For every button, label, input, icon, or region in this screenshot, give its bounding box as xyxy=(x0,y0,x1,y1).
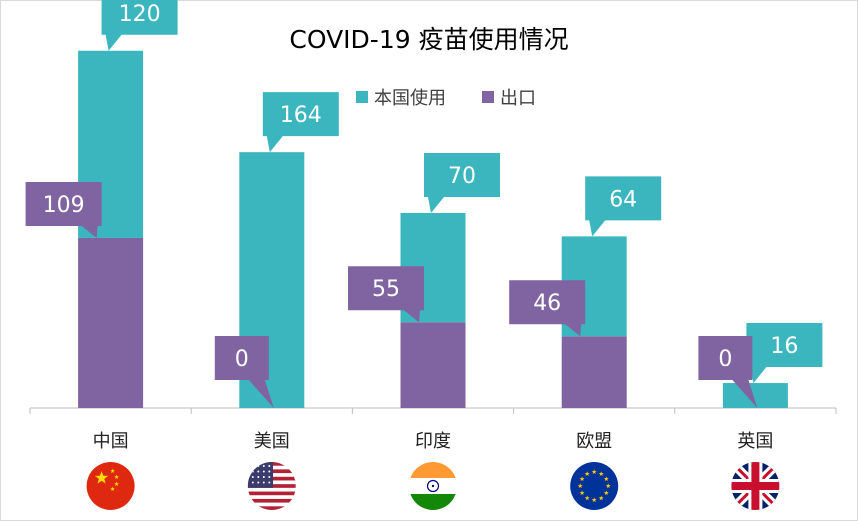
star-icon xyxy=(579,476,585,482)
data-label-domestic-box xyxy=(262,92,339,153)
star-icon xyxy=(591,469,597,475)
data-label-export-text: 55 xyxy=(372,277,400,302)
legend-swatch-domestic xyxy=(356,91,368,103)
star-icon xyxy=(598,495,604,501)
data-label-export-box xyxy=(698,336,758,408)
eu-flag-icon xyxy=(570,462,619,510)
data-label-domestic-text: 120 xyxy=(119,2,161,27)
data-label-domestic: 164 xyxy=(262,92,339,153)
star-icon xyxy=(603,476,609,482)
star-icon xyxy=(579,490,585,496)
data-label-domestic: 64 xyxy=(585,176,662,237)
chart-title: COVID-19 疫苗使用情况 xyxy=(289,25,569,54)
china-flag-icon xyxy=(86,462,135,510)
data-label-export-box xyxy=(348,266,424,323)
star-icon xyxy=(110,468,115,474)
star-icon xyxy=(577,483,583,489)
x-tick-label: 中国 xyxy=(93,431,129,452)
bar-export xyxy=(561,336,627,408)
star-icon xyxy=(591,497,597,503)
star-icon xyxy=(114,474,119,480)
data-label-export-box xyxy=(25,181,102,238)
star-icon xyxy=(110,486,115,492)
x-tick-label: 印度 xyxy=(415,431,451,452)
star-icon xyxy=(598,471,604,476)
data-label-export-text: 0 xyxy=(235,347,249,372)
legend-item-export: 出口 xyxy=(482,84,536,110)
star-icon xyxy=(605,483,611,489)
data-label-domestic-text: 70 xyxy=(448,164,476,189)
data-label-export: 109 xyxy=(25,181,102,238)
data-label-domestic-box xyxy=(424,153,500,213)
uk-flag-icon xyxy=(731,462,780,510)
data-label-domestic: 70 xyxy=(424,153,500,213)
star-icon xyxy=(584,495,590,501)
data-label-domestic: 120 xyxy=(101,0,178,51)
data-label-domestic-box xyxy=(101,0,178,51)
data-label-domestic-box xyxy=(585,176,662,237)
data-label-export-box xyxy=(509,280,586,337)
data-label-export: 46 xyxy=(509,280,586,337)
data-label-domestic-text: 164 xyxy=(280,103,322,128)
x-tick-label: 欧盟 xyxy=(576,431,612,452)
data-label-export-box xyxy=(214,336,274,408)
legend-label-export: 出口 xyxy=(500,88,536,109)
data-label-export-text: 0 xyxy=(718,347,732,372)
star-icon xyxy=(114,481,119,487)
data-label-export-text: 109 xyxy=(43,193,85,218)
star-icon xyxy=(94,471,109,484)
star-icon xyxy=(603,490,609,496)
x-tick-label: 美国 xyxy=(254,431,290,452)
legend-item-domestic: 本国使用 xyxy=(356,84,446,110)
data-label-domestic-text: 64 xyxy=(609,187,637,212)
data-label-export-text: 46 xyxy=(533,291,561,316)
x-tick-label: 英国 xyxy=(737,431,773,452)
data-label-domestic-text: 16 xyxy=(770,334,798,359)
usa-flag-icon xyxy=(247,462,296,510)
bar-export xyxy=(78,237,144,408)
bar-export xyxy=(400,322,466,408)
data-label-domestic-box xyxy=(746,323,823,384)
data-label-export: 0 xyxy=(214,336,274,408)
chart-legend: 本国使用 出口 xyxy=(356,84,572,110)
data-label-export: 0 xyxy=(698,336,758,408)
star-icon xyxy=(584,471,590,476)
india-flag-icon xyxy=(409,462,457,510)
data-label-export: 55 xyxy=(348,266,424,323)
legend-label-domestic: 本国使用 xyxy=(374,88,446,109)
legend-swatch-export xyxy=(482,91,494,103)
data-label-domestic: 16 xyxy=(746,323,823,384)
